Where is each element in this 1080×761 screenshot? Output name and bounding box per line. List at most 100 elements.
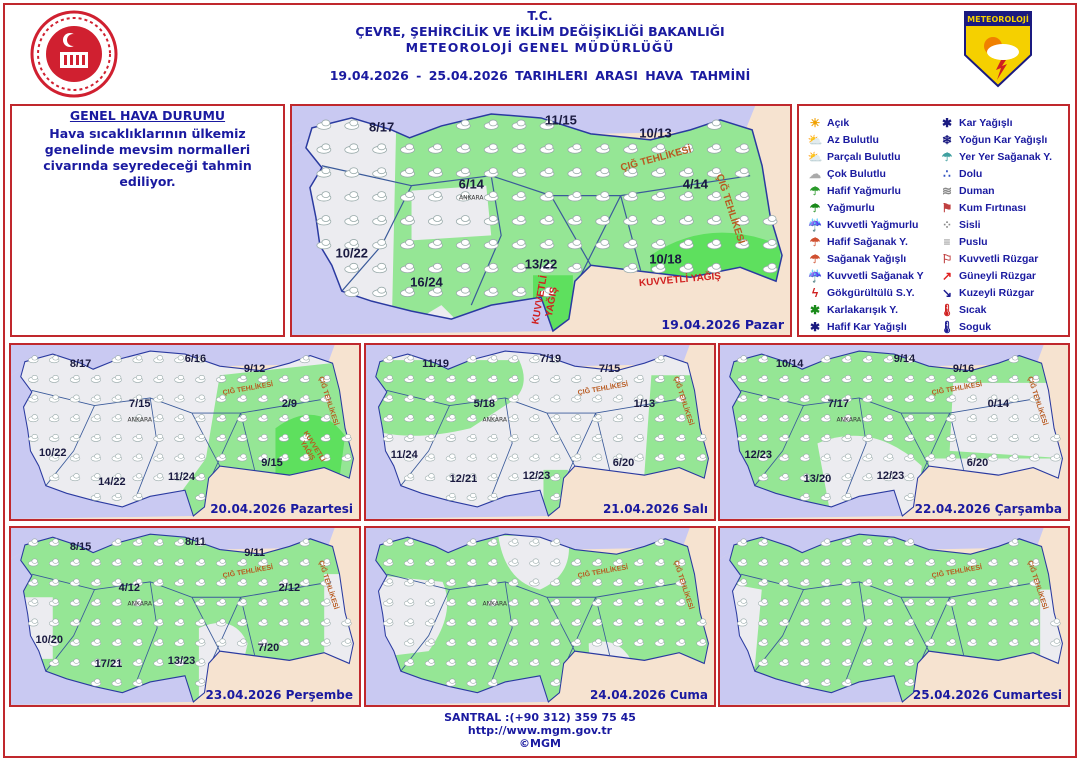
weather-cloud-icon xyxy=(820,473,831,482)
city-label-ankara: ANKARA xyxy=(482,600,508,608)
weather-cloud-icon xyxy=(651,143,666,154)
weather-cloud-icon xyxy=(945,638,957,647)
weather-cloud-icon xyxy=(372,239,388,250)
weather-cloud-icon xyxy=(925,618,936,627)
weather-cloud-icon xyxy=(904,433,915,442)
weather-cloud-icon xyxy=(372,167,388,178)
weather-cloud-icon xyxy=(299,598,310,607)
weather-cloud-icon xyxy=(778,453,790,462)
weather-cloud-icon xyxy=(654,453,665,462)
temperature-label: 5/18 xyxy=(473,398,496,411)
weather-cloud-icon xyxy=(69,618,81,627)
weather-cloud-icon xyxy=(445,492,457,501)
weather-cloud-icon xyxy=(758,453,769,462)
weather-cloud-icon xyxy=(1008,453,1019,462)
turkey-map xyxy=(11,528,354,705)
legend-item: ☁ Çok Bulutlu xyxy=(807,165,924,182)
weather-cloud-icon xyxy=(153,394,164,403)
weather-cloud-icon xyxy=(487,414,498,423)
weather-cloud-icon xyxy=(623,215,639,226)
weather-cloud-icon xyxy=(320,453,331,462)
weather-cloud-icon xyxy=(508,473,519,482)
weather-cloud-icon xyxy=(487,538,498,547)
weather-cloud-icon xyxy=(925,638,936,647)
sandstorm-icon: ⚑ xyxy=(941,200,953,215)
weather-cloud-icon xyxy=(539,239,555,250)
weather-cloud-icon xyxy=(623,167,639,178)
temperature-label: 0/14 xyxy=(987,398,1010,411)
weather-cloud-icon xyxy=(111,638,122,647)
weather-cloud-icon xyxy=(1050,453,1061,462)
weather-cloud-icon xyxy=(987,618,998,627)
weather-cloud-icon xyxy=(383,433,394,442)
weather-cloud-icon xyxy=(1029,433,1040,442)
weather-cloud-icon xyxy=(762,239,778,250)
city-label-ankara: ANKARA xyxy=(458,194,484,202)
weather-cloud-icon xyxy=(550,394,561,403)
weather-cloud-icon xyxy=(428,262,443,274)
sea xyxy=(292,135,553,335)
hot-icon: 🌡 xyxy=(939,302,955,317)
turkey-map xyxy=(366,528,709,705)
weather-cloud-icon xyxy=(445,453,457,462)
map-day-1: 8/17 11/15 10/13 6/14 4/14 10/22 16/24 13/22 10/… xyxy=(290,104,792,337)
weather-cloud-icon xyxy=(862,414,873,423)
weather-cloud-icon xyxy=(883,618,894,627)
temperature-label: 11/24 xyxy=(168,471,195,484)
weather-cloud-icon xyxy=(111,678,122,687)
weather-cloud-icon xyxy=(174,538,185,547)
weather-cloud-icon xyxy=(466,598,477,607)
weather-cloud-icon xyxy=(820,374,831,383)
map-day-3: 11/19 7/19 7/15 5/18 1/13 11/24 12/21 12/23 6/20… xyxy=(364,343,716,521)
weather-cloud-icon xyxy=(550,492,561,501)
south-wind-icon: ↗ xyxy=(941,268,953,283)
turkey-map xyxy=(720,528,1063,705)
weather-cloud-icon xyxy=(153,618,164,627)
footer-url[interactable]: http://www.mgm.gov.tr xyxy=(467,724,613,737)
weather-cloud-icon xyxy=(195,618,206,627)
weather-cloud-icon xyxy=(883,558,894,567)
weather-cloud-icon xyxy=(487,618,498,627)
weather-cloud-icon xyxy=(539,143,555,154)
legend-item: ☂ Sağanak Yağışlı xyxy=(807,250,924,267)
weather-cloud-icon xyxy=(820,658,831,667)
logo-text: METEOROLOJİ xyxy=(967,14,1029,24)
weather-cloud-icon xyxy=(758,414,769,423)
weather-cloud-icon xyxy=(862,638,873,647)
weather-cloud-icon xyxy=(539,167,555,178)
weather-cloud-icon xyxy=(404,618,415,627)
weather-cloud-icon xyxy=(862,374,873,383)
temperature-label: 12/23 xyxy=(522,469,551,482)
weather-cloud-icon xyxy=(299,558,310,567)
weather-cloud-icon xyxy=(424,578,436,587)
weather-cloud-icon xyxy=(862,578,873,587)
weather-cloud-icon xyxy=(383,538,394,547)
weather-cloud-icon xyxy=(841,658,852,667)
weather-cloud-icon xyxy=(820,492,831,501)
weather-cloud-icon xyxy=(778,473,790,482)
weather-cloud-icon xyxy=(883,598,894,607)
weather-cloud-icon xyxy=(734,215,750,226)
weather-cloud-icon xyxy=(90,658,102,667)
legend-label: Duman xyxy=(959,184,995,197)
weather-cloud-icon xyxy=(1008,374,1019,383)
weather-cloud-icon xyxy=(925,414,936,423)
weather-cloud-icon xyxy=(675,394,686,403)
weather-cloud-icon xyxy=(571,433,582,442)
weather-cloud-icon xyxy=(1029,374,1040,383)
weather-cloud-icon xyxy=(529,638,540,647)
weather-cloud-icon xyxy=(799,558,811,567)
temperature-label: 6/16 xyxy=(184,352,207,365)
weather-cloud-icon xyxy=(424,414,436,423)
weather-cloud-icon xyxy=(344,143,360,154)
weather-cloud-icon xyxy=(529,453,540,462)
weather-cloud-icon xyxy=(400,215,415,226)
weather-cloud-icon xyxy=(612,578,624,587)
legend-item: ✱ Karlakarışık Y. xyxy=(807,301,924,318)
weather-cloud-icon xyxy=(734,167,750,178)
weather-cloud-icon xyxy=(132,658,143,667)
legend-item: ✱ Kar Yağışlı xyxy=(939,114,1052,131)
weather-cloud-icon xyxy=(466,394,477,403)
weather-cloud-icon xyxy=(320,374,331,383)
weather-cloud-icon xyxy=(862,355,873,364)
